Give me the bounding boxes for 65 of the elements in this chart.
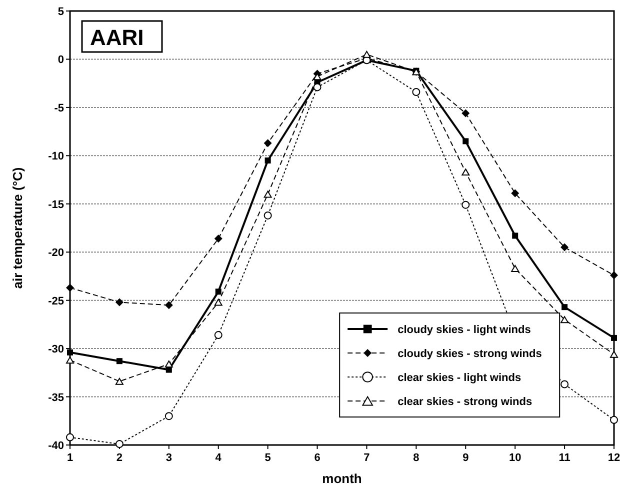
point: [264, 157, 271, 164]
point: [214, 298, 222, 306]
point: [462, 109, 470, 118]
point: [611, 334, 617, 341]
point: [362, 50, 371, 58]
legend-label: clear skies - light winds: [398, 372, 522, 384]
point: [115, 378, 124, 385]
point: [67, 349, 73, 356]
x-tick-label: 12: [608, 452, 620, 464]
point: [214, 234, 222, 243]
point: [610, 350, 618, 358]
point: [610, 271, 618, 280]
point: [560, 316, 569, 324]
point: [164, 412, 173, 420]
x-tick-label: 6: [314, 452, 320, 464]
x-tick-label: 7: [364, 452, 370, 464]
y-tick-label: -15: [48, 198, 64, 211]
y-tick-label: -35: [48, 392, 64, 404]
point: [512, 232, 518, 239]
point: [214, 331, 222, 340]
point: [610, 416, 618, 424]
x-tick-label: 8: [413, 452, 420, 464]
point: [115, 298, 124, 306]
x-axis-title: month: [322, 471, 362, 486]
point: [560, 380, 569, 388]
point: [264, 211, 272, 220]
annotation: AARI: [90, 25, 144, 50]
x-tick-label: 5: [264, 452, 271, 464]
y-tick-label: -20: [48, 247, 64, 260]
x-tick-label: 10: [508, 452, 522, 464]
x-tick-label: 3: [166, 452, 172, 464]
y-tick-label: 0: [58, 54, 64, 66]
y-tick-label: -5: [54, 102, 64, 114]
point: [462, 138, 469, 144]
point: [462, 200, 470, 209]
point: [264, 190, 272, 198]
legend-label: cloudy skies - light winds: [398, 324, 531, 336]
x-tick-label: 2: [116, 452, 123, 464]
point: [115, 440, 124, 448]
x-tick-label: 4: [215, 452, 222, 464]
point: [560, 243, 569, 252]
y-tick-label: -30: [48, 344, 64, 356]
point: [66, 284, 74, 292]
point: [66, 433, 74, 442]
y-tick-label: -25: [48, 295, 64, 308]
y-tick-label: -40: [48, 440, 64, 452]
point: [511, 265, 520, 272]
x-tick-label: 1: [66, 452, 74, 464]
point: [116, 358, 122, 364]
y-tick-label: -10: [48, 150, 64, 163]
x-tick-label: 11: [558, 452, 570, 464]
legend-label: clear skies - strong winds: [398, 396, 532, 408]
legend-label: cloudy skies - strong winds: [398, 348, 542, 360]
point: [562, 304, 568, 310]
point: [264, 139, 272, 148]
point: [164, 360, 173, 368]
x-tick-label: 9: [462, 452, 469, 464]
point: [313, 83, 322, 92]
y-tick-label: 5: [58, 6, 64, 18]
point: [215, 288, 222, 295]
point: [412, 88, 420, 96]
point: [164, 301, 173, 310]
point: [462, 168, 470, 176]
y-axis-title: air temperature (°C): [10, 167, 25, 289]
point: [511, 189, 520, 198]
